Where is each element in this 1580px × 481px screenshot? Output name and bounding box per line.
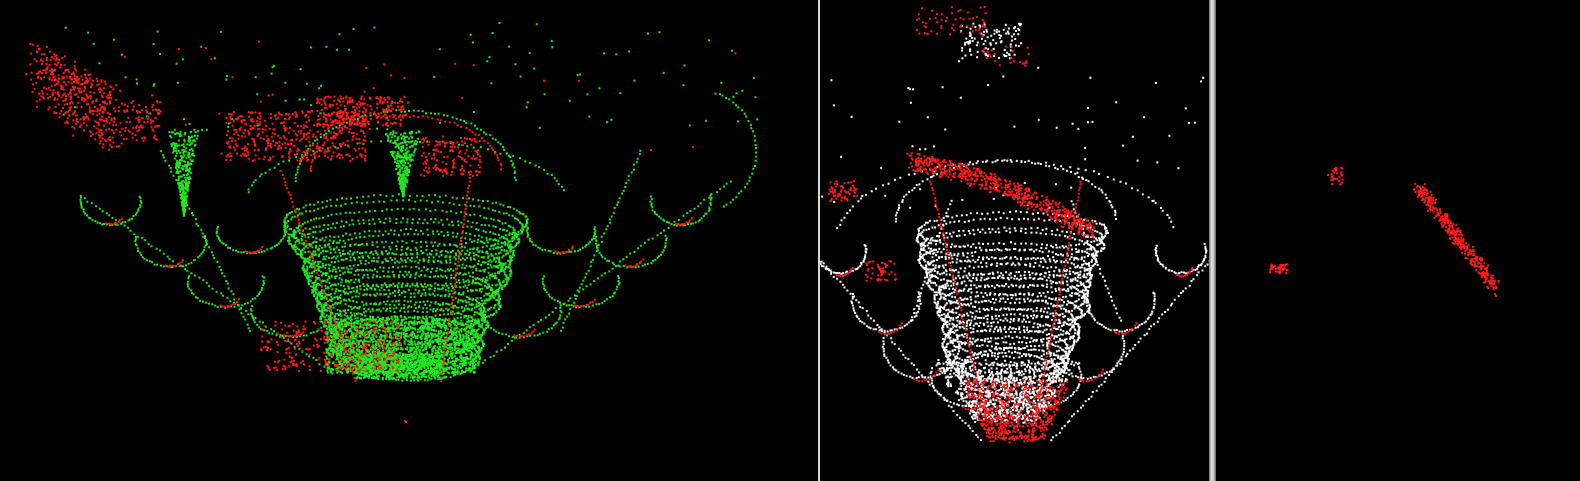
green-points <box>62 22 759 382</box>
red-points <box>1269 166 1500 297</box>
middle-viewport[interactable] <box>820 0 1209 481</box>
red-points <box>827 6 1194 444</box>
left-point-cloud-canvas[interactable] <box>0 0 818 481</box>
white-points <box>820 22 1209 442</box>
viewport-splitter-handle[interactable] <box>1209 0 1216 481</box>
right-viewport[interactable] <box>1216 0 1580 481</box>
red-points <box>25 40 737 423</box>
middle-point-cloud-canvas[interactable] <box>820 0 1209 481</box>
viewport-divider <box>818 0 820 481</box>
right-point-cloud-canvas[interactable] <box>1216 0 1580 481</box>
left-viewport[interactable] <box>0 0 818 481</box>
